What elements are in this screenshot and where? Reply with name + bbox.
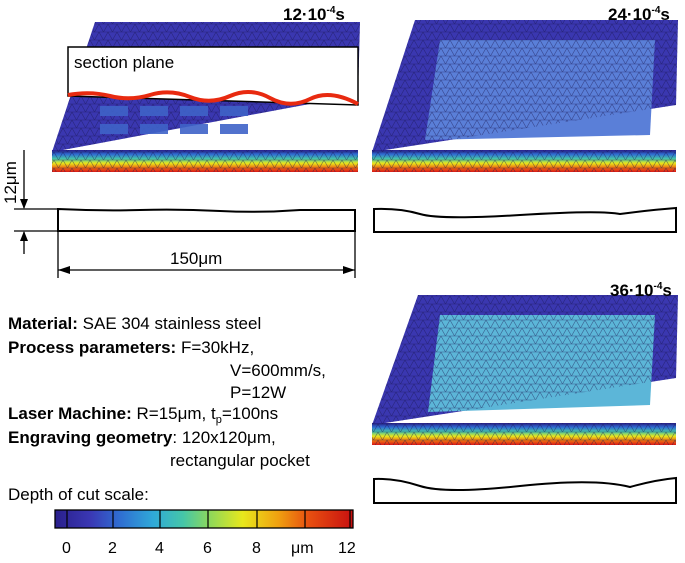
time-label-3: 36·10-4s — [610, 281, 672, 300]
material-line: Material: SAE 304 stainless steel — [8, 314, 261, 333]
geometry-line-1: Engraving geometry: 120x120μm, — [8, 428, 276, 447]
scale-unit: μm — [291, 540, 314, 557]
section-plane: section plane — [67, 46, 359, 106]
scale-tick-2: 2 — [108, 540, 117, 557]
scale-tick-12: 12 — [338, 540, 356, 557]
height-dimension-label: 12μm — [1, 161, 20, 204]
laser-line: Laser Machine: R=15μm, tp=100ns — [8, 404, 278, 426]
section-cut-line — [67, 90, 359, 106]
process-line-2: V=600mm/s, — [230, 361, 326, 380]
width-dimension-label: 150μm — [170, 249, 222, 268]
process-line-3: P=12W — [230, 383, 286, 402]
width-arrow-right — [343, 266, 355, 274]
geometry-line-2: rectangular pocket — [170, 451, 310, 470]
scale-title: Depth of cut scale: — [8, 485, 149, 504]
section-plane-label: section plane — [74, 53, 174, 72]
height-arrow-top — [20, 199, 28, 209]
mesh-panel-1: section plane — [52, 22, 360, 172]
width-arrow-left — [58, 266, 70, 274]
cross-section-profile-3 — [373, 476, 677, 504]
color-scale-bar — [54, 509, 354, 529]
height-dimension — [14, 150, 58, 254]
scale-tick-4: 4 — [155, 540, 164, 557]
time-label-1: 12·10-4s — [283, 5, 345, 24]
process-line-1: Process parameters: F=30kHz, — [8, 338, 254, 357]
width-dimension — [57, 231, 356, 278]
cross-section-profile-1 — [57, 207, 356, 232]
cross-section-profile-2 — [373, 206, 677, 233]
mesh-panel-2 — [372, 20, 678, 172]
scale-tick-6: 6 — [203, 540, 212, 557]
time-label-2: 24·10-4s — [608, 5, 670, 24]
scale-tick-0: 0 — [62, 540, 71, 557]
scale-ticks — [66, 510, 351, 528]
height-arrow-bottom — [20, 231, 28, 241]
scale-tick-8: 8 — [252, 540, 261, 557]
mesh-panel-3 — [372, 295, 678, 445]
